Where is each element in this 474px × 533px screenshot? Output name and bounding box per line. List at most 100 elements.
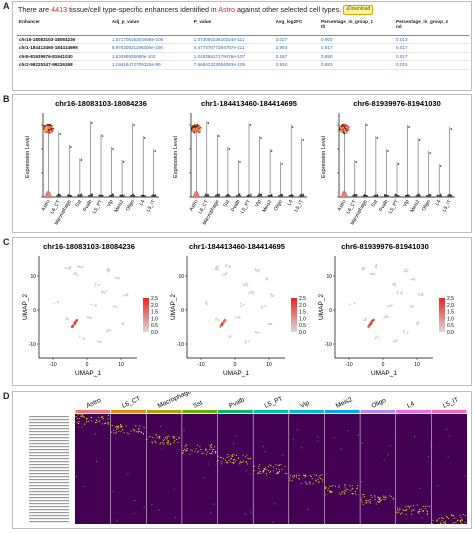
heatmap-cell <box>396 506 398 508</box>
heatmap-cell <box>96 420 98 421</box>
heatmap-cell <box>426 511 428 513</box>
download-button[interactable]: ⭳Download <box>343 5 374 16</box>
heatmap-cell <box>130 430 132 432</box>
astro-point <box>50 126 53 128</box>
umap-point <box>383 317 385 319</box>
umap-point <box>417 292 420 295</box>
heatmap-cell <box>81 426 83 428</box>
column-header[interactable]: Percentage_in_group_2 nd <box>394 18 469 36</box>
heatmap-cell <box>300 482 302 484</box>
umap-point <box>83 337 86 340</box>
x-tick-label: -10 <box>49 362 56 368</box>
umap-point <box>239 316 241 319</box>
row-label <box>29 509 69 511</box>
heatmap-cell <box>411 510 413 512</box>
heatmap-cell <box>99 420 101 422</box>
heatmap-cell <box>431 445 433 447</box>
heatmap-cell <box>174 437 176 439</box>
heatmap-cell <box>76 421 78 423</box>
violin-base <box>87 195 93 197</box>
heatmap-cell <box>75 416 77 417</box>
y-tick-label: 10 <box>178 274 184 280</box>
heatmap-cell <box>182 450 184 451</box>
heatmap-cell <box>413 436 415 438</box>
table-row[interactable]: chr1-184413460-184414695 6.97630821199306… <box>17 43 469 53</box>
heatmap-cell <box>341 492 343 494</box>
heatmap-cell <box>345 488 347 490</box>
heatmap-cell <box>166 437 168 439</box>
violin-point <box>207 122 210 124</box>
umap-point <box>245 282 248 285</box>
umap-point <box>108 329 110 331</box>
violin-point <box>260 193 263 196</box>
heatmap-cell <box>101 416 103 418</box>
heatmap-cell <box>91 420 93 422</box>
heatmap-cell <box>245 461 247 463</box>
heatmap-cell <box>345 490 347 492</box>
heatmap-cell <box>426 506 428 507</box>
umap-point <box>65 316 68 319</box>
heatmap-cell <box>96 422 98 424</box>
heatmap-cell <box>457 519 459 521</box>
heatmap-cell <box>445 523 447 525</box>
value-cell: 3.027 <box>273 35 319 44</box>
heatmap-cell <box>83 423 85 425</box>
heatmap-cell <box>239 461 241 463</box>
heatmap-cell <box>410 505 412 507</box>
row-label <box>29 464 69 466</box>
umap-point <box>106 330 109 333</box>
heatmap-cell <box>220 463 222 465</box>
heatmap-cell <box>155 434 157 436</box>
heatmap-cell <box>368 502 370 504</box>
heatmap-cell <box>431 523 433 525</box>
y-tick-label: 0 <box>33 308 36 314</box>
violin-point <box>281 163 283 165</box>
umap-hot-point <box>223 319 226 322</box>
heatmap-cell <box>360 499 362 501</box>
column-header[interactable]: Enhancer <box>17 18 110 36</box>
astro-point <box>44 129 47 132</box>
violin-base <box>56 195 62 197</box>
heatmap-cell <box>275 473 277 475</box>
umap-point <box>240 305 243 308</box>
row-label <box>29 440 69 442</box>
panel-b: B chr16-18083103-18084236 Expression Leve… <box>0 93 474 235</box>
heatmap-cell <box>120 426 122 428</box>
legend-tick-label: 0.0 <box>299 330 306 336</box>
heatmap-cell <box>316 474 318 476</box>
violin-point <box>131 194 133 197</box>
heatmap-cell <box>444 520 446 522</box>
heatmap-cell <box>404 510 406 512</box>
heatmap-cell <box>369 499 371 500</box>
umap-point <box>363 268 366 270</box>
heatmap-cell <box>82 416 84 418</box>
heatmap-cell <box>152 437 154 439</box>
row-label <box>29 425 69 427</box>
umap-point <box>407 268 409 271</box>
x-tick-label: Oligo <box>125 199 136 212</box>
heatmap-cell <box>210 453 212 455</box>
row-label <box>29 467 69 469</box>
heatmap-cell <box>413 505 415 507</box>
column-header[interactable]: Percentage_in_group_1 th <box>319 18 394 36</box>
heatmap-cell <box>320 477 322 479</box>
heatmap-cell <box>221 461 223 463</box>
column-header[interactable]: Avg_log2FC <box>273 18 319 36</box>
legend-tick-label: 0.0 <box>447 330 454 336</box>
row-label <box>29 419 69 421</box>
x-tick-label: 10 <box>266 362 272 368</box>
heatmap-cell <box>345 484 347 486</box>
heatmap-cell <box>446 517 448 518</box>
column-header[interactable]: P_value <box>191 18 274 36</box>
table-row[interactable]: chr6-81939976-81941030 1.63495936680e-102… <box>17 52 469 61</box>
astro-point <box>48 129 50 132</box>
column-header[interactable]: Adj_p_value <box>109 18 192 36</box>
heatmap-cell <box>158 435 160 437</box>
table-row[interactable]: chr16-18083103-18084236 1.67170616303468e… <box>17 35 469 44</box>
umap-point <box>389 305 392 307</box>
table-row[interactable]: chr2-99225347-99226268 1.19419472709325e-… <box>17 60 469 70</box>
umap-plot: chr6-81939976-81941030 UMAP_1 UMAP_2 -10 -10… <box>318 242 454 377</box>
heatmap-cell <box>281 469 283 471</box>
umap-point <box>125 294 128 297</box>
headline-text: There are 4413 tissue/cell type-specific… <box>18 5 374 16</box>
